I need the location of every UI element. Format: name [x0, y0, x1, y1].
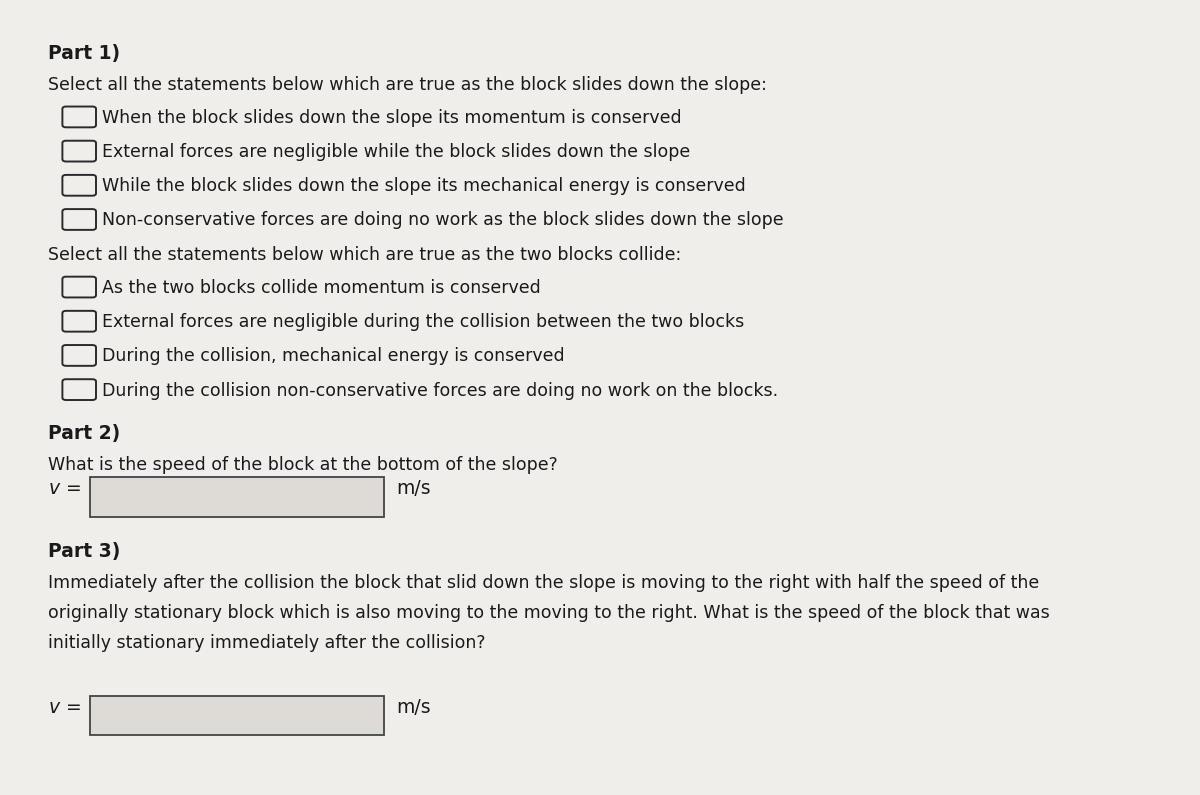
FancyBboxPatch shape [90, 477, 384, 517]
Text: $v\,=$: $v\,=$ [48, 698, 82, 717]
FancyBboxPatch shape [62, 175, 96, 196]
FancyBboxPatch shape [90, 696, 384, 735]
Text: While the block slides down the slope its mechanical energy is conserved: While the block slides down the slope it… [102, 177, 745, 196]
Text: When the block slides down the slope its momentum is conserved: When the block slides down the slope its… [102, 109, 682, 127]
FancyBboxPatch shape [62, 345, 96, 366]
Text: Part 1): Part 1) [48, 44, 120, 63]
Text: During the collision non-conservative forces are doing no work on the blocks.: During the collision non-conservative fo… [102, 382, 778, 400]
FancyBboxPatch shape [62, 277, 96, 297]
FancyBboxPatch shape [62, 379, 96, 400]
Text: What is the speed of the block at the bottom of the slope?: What is the speed of the block at the bo… [48, 456, 558, 474]
Text: Part 3): Part 3) [48, 542, 120, 561]
FancyBboxPatch shape [62, 209, 96, 230]
FancyBboxPatch shape [62, 107, 96, 127]
Text: Select all the statements below which are true as the block slides down the slop: Select all the statements below which ar… [48, 76, 767, 94]
Text: initially stationary immediately after the collision?: initially stationary immediately after t… [48, 634, 486, 653]
Text: Part 2): Part 2) [48, 424, 120, 443]
FancyBboxPatch shape [62, 141, 96, 161]
Text: External forces are negligible during the collision between the two blocks: External forces are negligible during th… [102, 313, 744, 332]
Text: $v\,=$: $v\,=$ [48, 479, 82, 498]
FancyBboxPatch shape [62, 311, 96, 332]
Text: As the two blocks collide momentum is conserved: As the two blocks collide momentum is co… [102, 279, 541, 297]
Text: Immediately after the collision the block that slid down the slope is moving to : Immediately after the collision the bloc… [48, 574, 1039, 592]
Text: External forces are negligible while the block slides down the slope: External forces are negligible while the… [102, 143, 690, 161]
Text: Select all the statements below which are true as the two blocks collide:: Select all the statements below which ar… [48, 246, 682, 264]
Text: m/s: m/s [396, 479, 431, 498]
Text: originally stationary block which is also moving to the moving to the right. Wha: originally stationary block which is als… [48, 604, 1050, 622]
Text: During the collision, mechanical energy is conserved: During the collision, mechanical energy … [102, 347, 565, 366]
Text: m/s: m/s [396, 698, 431, 717]
Text: Non-conservative forces are doing no work as the block slides down the slope: Non-conservative forces are doing no wor… [102, 211, 784, 230]
